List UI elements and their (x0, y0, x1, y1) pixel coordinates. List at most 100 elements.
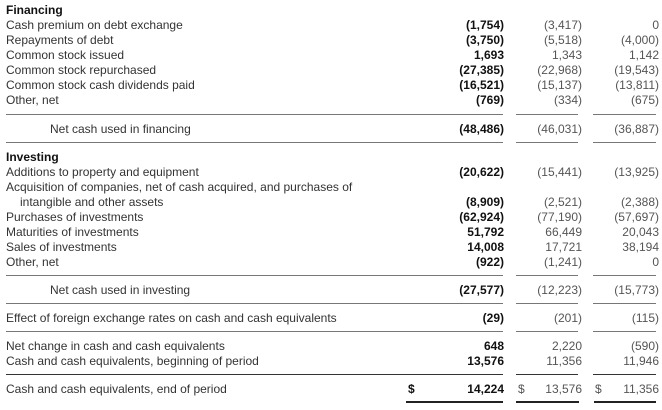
fx-row: Effect of foreign exchange rates on cash… (0, 311, 662, 326)
value-current-year: 1,693 (473, 48, 504, 62)
value-two-years-prior: (590) (630, 339, 659, 353)
value-two-years-prior: 11,356 (623, 382, 659, 396)
table-row-continuation: intangible and other assets (8,909) (2,5… (0, 195, 662, 210)
row-label: Additions to property and equipment (6, 165, 199, 179)
row-label: Maturities of investments (6, 225, 139, 239)
value-two-years-prior: (13,925) (614, 165, 659, 179)
value-two-years-prior: 0 (652, 18, 659, 32)
divider (6, 275, 503, 276)
currency-symbol: $ (518, 382, 525, 396)
row-label: Other, net (6, 255, 59, 269)
section-heading: Investing (6, 150, 59, 164)
value-prior-year: 1,343 (551, 48, 582, 62)
value-current-year: (16,521) (459, 78, 504, 92)
row-label: Other, net (6, 93, 59, 107)
divider (593, 374, 656, 375)
divider (516, 114, 578, 115)
value-current-year: (27,577) (459, 283, 504, 297)
double-underline (406, 401, 503, 403)
table-row: Acquisition of companies, net of cash ac… (0, 180, 662, 195)
value-current-year: (48,486) (459, 122, 504, 136)
value-prior-year: (12,223) (537, 283, 582, 297)
divider (593, 331, 656, 332)
table-row: Maturities of investments 51,792 66,449 … (0, 225, 662, 240)
value-current-year: 648 (483, 339, 504, 353)
value-current-year: 51,792 (467, 225, 504, 239)
value-current-year: (922) (475, 255, 504, 269)
row-label-continued: intangible and other assets (20, 195, 164, 209)
value-two-years-prior: 38,194 (622, 240, 659, 254)
table-row: Common stock repurchased (27,385) (22,96… (0, 63, 662, 78)
currency-symbol: $ (595, 382, 602, 396)
divider (516, 303, 578, 304)
value-two-years-prior: (57,697) (614, 210, 659, 224)
row-label: Purchases of investments (6, 210, 144, 224)
row-label: Net cash used in investing (50, 283, 191, 297)
table-row: Common stock issued 1,693 1,343 1,142 (0, 48, 662, 63)
value-prior-year: 17,721 (545, 240, 582, 254)
row-label: Net change in cash and cash equivalents (6, 339, 225, 353)
value-prior-year: (5,518) (543, 33, 582, 47)
row-label: Cash and cash equivalents, end of period (6, 382, 227, 396)
row-label: Repayments of debt (6, 33, 114, 47)
value-current-year: (62,924) (459, 210, 504, 224)
row-label: Cash premium on debt exchange (6, 18, 183, 32)
value-prior-year: 13,576 (545, 382, 582, 396)
value-current-year: (8,909) (465, 195, 504, 209)
value-prior-year: (1,241) (543, 255, 582, 269)
value-two-years-prior: (19,543) (614, 63, 659, 77)
table-row: Other, net (769) (334) (675) (0, 93, 662, 108)
value-prior-year: 11,356 (546, 354, 582, 368)
row-label: Acquisition of companies, net of cash ac… (6, 180, 353, 194)
table-row: Purchases of investments (62,924) (77,19… (0, 210, 662, 225)
value-prior-year: 66,449 (545, 225, 582, 239)
value-current-year: (20,622) (459, 165, 504, 179)
value-prior-year: (46,031) (537, 122, 582, 136)
value-current-year: (1,754) (465, 18, 504, 32)
divider (6, 331, 503, 332)
table-row: Other, net (922) (1,241) 0 (0, 255, 662, 270)
divider (516, 142, 578, 143)
value-prior-year: (2,521) (543, 195, 582, 209)
value-prior-year: (15,137) (537, 78, 582, 92)
row-label: Common stock repurchased (6, 63, 157, 77)
net-change-row: Net change in cash and cash equivalents … (0, 339, 662, 354)
section-heading: Financing (6, 3, 63, 17)
value-current-year: (29) (482, 311, 504, 325)
value-two-years-prior: (36,887) (614, 122, 659, 136)
divider (6, 114, 503, 115)
table-row: Repayments of debt (3,750) (5,518) (4,00… (0, 33, 662, 48)
value-current-year: 13,576 (467, 354, 504, 368)
financing-heading-row: Financing (0, 3, 662, 18)
investing-heading-row: Investing (0, 150, 662, 165)
double-underline (594, 401, 656, 403)
row-label: Common stock cash dividends paid (6, 78, 195, 92)
divider (516, 275, 578, 276)
table-row: Cash premium on debt exchange (1,754) (3… (0, 18, 662, 33)
value-two-years-prior: (13,811) (615, 78, 659, 92)
divider (6, 303, 503, 304)
divider (516, 374, 578, 375)
divider (6, 374, 503, 375)
table-row: Additions to property and equipment (20,… (0, 165, 662, 180)
row-label: Common stock issued (6, 48, 125, 62)
divider (516, 331, 578, 332)
value-prior-year: 2,220 (551, 339, 582, 353)
value-prior-year: (22,968) (537, 63, 582, 77)
currency-symbol: $ (408, 382, 415, 396)
table-row: Sales of investments 14,008 17,721 38,19… (0, 240, 662, 255)
row-label: Sales of investments (6, 240, 117, 254)
value-prior-year: (3,417) (543, 18, 582, 32)
value-current-year: 14,224 (467, 382, 504, 396)
divider (593, 275, 656, 276)
value-current-year: (769) (475, 93, 504, 107)
value-two-years-prior: 0 (652, 255, 659, 269)
row-label: Effect of foreign exchange rates on cash… (6, 311, 337, 325)
row-label: Cash and cash equivalents, beginning of … (6, 354, 259, 368)
value-prior-year: (15,441) (537, 165, 582, 179)
value-prior-year: (334) (553, 93, 582, 107)
value-two-years-prior: 1,142 (628, 48, 659, 62)
value-current-year: (27,385) (459, 63, 504, 77)
value-prior-year: (201) (553, 311, 582, 325)
value-two-years-prior: (15,773) (614, 283, 659, 297)
